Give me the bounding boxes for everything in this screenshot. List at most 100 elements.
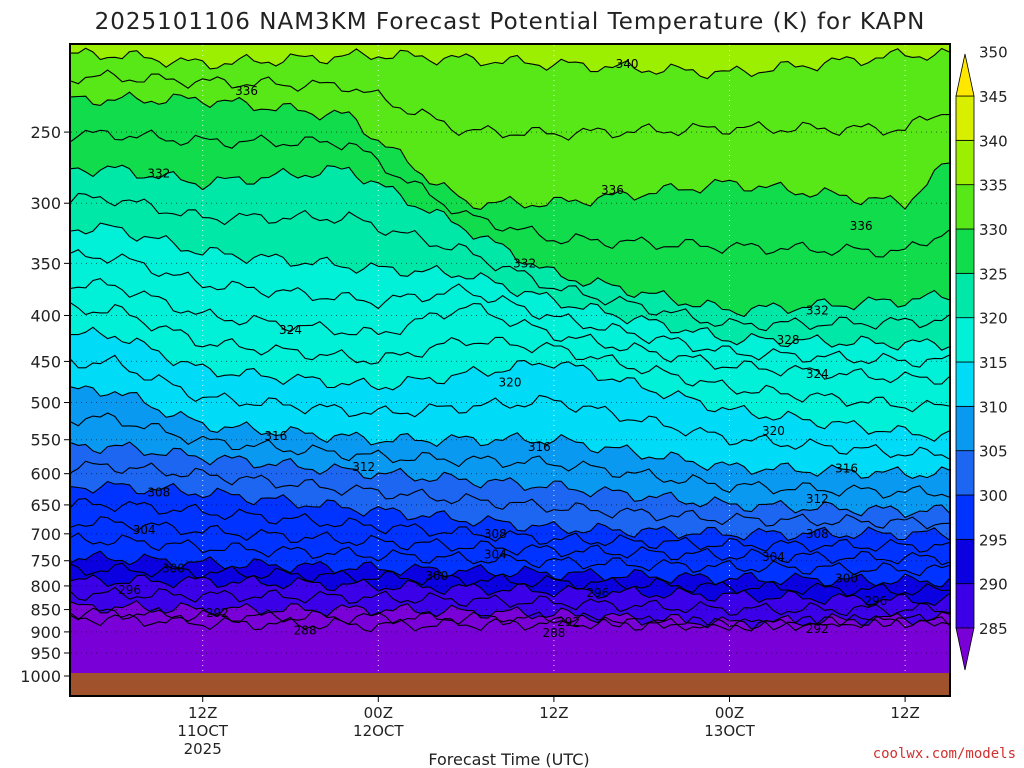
colorbar-label: 340 — [979, 132, 1008, 150]
contour-label: 300 — [162, 561, 185, 575]
colorbar-label: 320 — [979, 310, 1008, 328]
colorbar-label: 315 — [979, 354, 1008, 372]
colorbar-high-arrow — [955, 53, 975, 97]
contour-label: 312 — [352, 460, 375, 474]
contour-line — [71, 192, 949, 332]
y-tick-label: 750 — [30, 552, 61, 571]
contour-label: 300 — [425, 569, 448, 583]
contour-line — [71, 69, 949, 141]
contour-label: 292 — [206, 606, 229, 620]
contour-label: 296 — [586, 586, 609, 600]
colorbar-label: 330 — [979, 221, 1008, 239]
colorbar-label: 305 — [979, 443, 1008, 461]
plot-frame — [69, 43, 951, 697]
y-tick-label: 900 — [30, 623, 61, 642]
colorbar-segment — [955, 538, 975, 585]
colorbar-segment — [955, 184, 975, 230]
x-tick-label: 12Z — [188, 704, 217, 722]
contour-line — [71, 222, 949, 351]
contour-line — [71, 480, 949, 541]
contour-line — [71, 574, 949, 607]
contour-label: 304 — [133, 523, 156, 537]
contour-lines — [71, 47, 949, 633]
contour-line — [71, 516, 949, 566]
contour-label: 324 — [806, 367, 829, 381]
y-tick-label: 250 — [30, 123, 61, 142]
colorbar-label: 345 — [979, 88, 1008, 106]
x-tick-label: 2025 — [184, 740, 222, 758]
y-tick-label: 800 — [30, 577, 61, 596]
contour-label: 292 — [557, 615, 580, 629]
contour-label: 308 — [806, 527, 829, 541]
contour-line — [71, 249, 949, 368]
chart-title: 2025101106 NAM3KM Forecast Potential Tem… — [95, 9, 926, 35]
x-tick-label: 12Z — [890, 704, 919, 722]
colorbar-label: 300 — [979, 487, 1008, 505]
y-tick-label: 600 — [30, 465, 61, 484]
y-tick-label: 350 — [30, 254, 61, 273]
colorbar-label: 335 — [979, 177, 1008, 195]
contour-label: 312 — [806, 492, 829, 506]
contour-label: 320 — [762, 424, 785, 438]
y-tick-label: 300 — [30, 194, 61, 213]
y-axis: 250 300 350 400 450 500 550 600 650 700 750 800 850 9… — [20, 123, 70, 686]
credit-link[interactable]: coolwx.com/models — [873, 746, 1016, 762]
contour-label: 340 — [616, 57, 639, 71]
contour-line — [71, 47, 949, 80]
contour-label: 336 — [850, 219, 873, 233]
y-tick-label: 950 — [30, 644, 61, 663]
contour-label: 336 — [235, 84, 258, 98]
contour-label: 296 — [864, 594, 887, 608]
x-axis-label: Forecast Time (UTC) — [428, 750, 589, 768]
contour-line — [71, 277, 949, 385]
contour-label: 304 — [484, 547, 507, 561]
colorbar-segment — [955, 272, 975, 319]
y-tick-label: 450 — [30, 352, 61, 371]
contour-label: 308 — [147, 486, 170, 500]
colorbar-segment — [955, 228, 975, 274]
contour-label: 296 — [118, 583, 141, 597]
x-tick-label: 11OCT — [177, 722, 228, 740]
contour-label: 324 — [279, 323, 302, 337]
contour-label: 292 — [806, 622, 829, 636]
contour-line — [71, 412, 949, 499]
y-tick-label: 850 — [30, 601, 61, 620]
contour-label: 336 — [601, 183, 624, 197]
contour-label: 304 — [762, 550, 785, 564]
contour-line — [71, 600, 949, 630]
contour-line — [71, 326, 949, 442]
colorbar-label: 350 — [979, 44, 1008, 62]
x-tick-label: 12Z — [539, 704, 568, 722]
x-tick-label: 12OCT — [353, 722, 404, 740]
contour-line — [71, 498, 949, 553]
contour-line — [71, 550, 949, 588]
contour-line — [71, 532, 949, 577]
y-tick-label: 400 — [30, 306, 61, 325]
contour-label: 328 — [777, 333, 800, 347]
contour-label: 288 — [294, 624, 317, 638]
colorbar-segment — [955, 95, 975, 141]
contour-label: 316 — [528, 440, 551, 454]
contour-label: 320 — [499, 376, 522, 390]
colorbar-low-arrow — [955, 627, 975, 671]
colorbar-label: 310 — [979, 398, 1008, 416]
colorbar-segment — [955, 450, 975, 496]
contour-line — [71, 91, 949, 210]
contour-line — [71, 562, 949, 597]
contour-line — [71, 441, 949, 519]
contour-label: 300 — [835, 572, 858, 586]
x-tick-label: 00Z — [715, 704, 744, 722]
contour-label: 332 — [513, 256, 536, 270]
contour-line — [71, 613, 949, 633]
colorbar-label: 290 — [979, 576, 1008, 594]
contour-line — [71, 129, 949, 258]
contour-line — [71, 460, 949, 530]
y-tick-label: 700 — [30, 525, 61, 544]
colorbar-segment — [955, 494, 975, 540]
colorbar-segment — [955, 317, 975, 363]
y-tick-label: 650 — [30, 496, 61, 515]
x-tick-label: 13OCT — [704, 722, 755, 740]
contour-label: 316 — [264, 429, 287, 443]
contour-labels: 336 332 324 316 308 304 300 296 292 288 312 340 336 3… — [118, 57, 887, 640]
